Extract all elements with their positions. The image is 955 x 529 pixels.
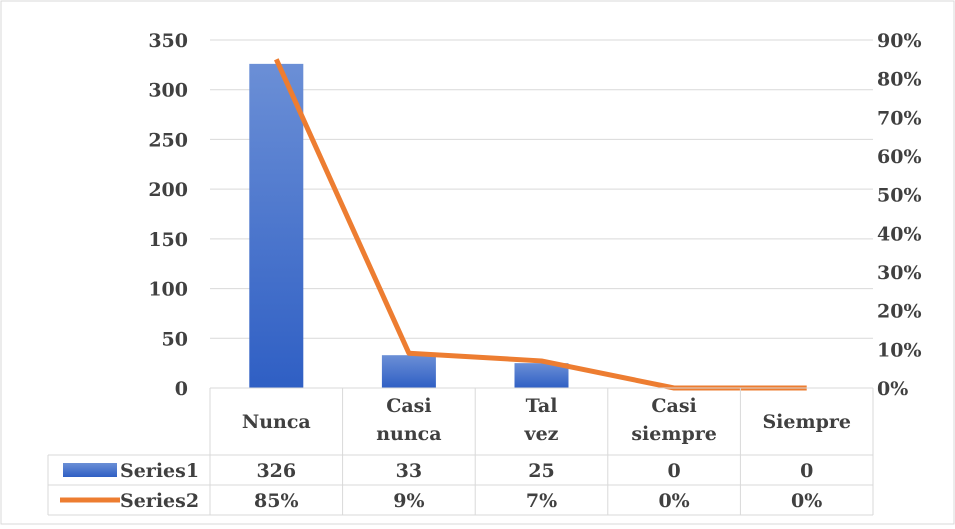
data-label-series2: 9% — [393, 490, 424, 512]
data-label-series2: 0% — [658, 490, 689, 512]
y-left-tick-label: 0 — [175, 378, 188, 400]
category-label: Casi — [651, 395, 696, 417]
category-label: Casi — [386, 395, 431, 417]
legend-label-series2: Series2 — [120, 490, 199, 512]
category-label: vez — [524, 423, 559, 445]
y-left-tick-label: 150 — [148, 229, 188, 251]
y-right-tick-label: 60% — [877, 146, 922, 168]
legend-label-series1: Series1 — [120, 460, 199, 482]
y-right-tick-label: 10% — [877, 339, 922, 361]
category-label: Siempre — [762, 411, 851, 433]
bar-series1 — [382, 355, 436, 388]
y-right-tick-label: 50% — [877, 185, 922, 207]
y-right-tick-label: 30% — [877, 262, 922, 284]
data-label-series1: 33 — [396, 460, 422, 482]
y-right-tick-label: 70% — [877, 107, 922, 129]
data-label-series2: 0% — [791, 490, 822, 512]
y-right-tick-label: 20% — [877, 301, 922, 323]
y-left-tick-label: 300 — [148, 80, 188, 102]
y-right-tick-label: 80% — [877, 69, 922, 91]
data-label-series1: 25 — [528, 460, 554, 482]
data-label-series2: 85% — [254, 490, 299, 512]
legend-key-series1 — [63, 463, 117, 477]
data-label-series2: 7% — [526, 490, 557, 512]
data-label-series1: 0 — [800, 460, 813, 482]
y-right-tick-label: 0% — [877, 378, 908, 400]
y-right-tick-label: 90% — [877, 30, 922, 52]
y-left-tick-label: 250 — [148, 129, 188, 151]
category-label: nunca — [376, 423, 441, 445]
data-label-series1: 0 — [667, 460, 680, 482]
y-left-tick-label: 350 — [148, 30, 188, 52]
category-label: Nunca — [242, 411, 311, 433]
y-left-tick-label: 100 — [148, 279, 188, 301]
bar-series1 — [249, 64, 303, 388]
y-left-tick-label: 50 — [162, 328, 188, 350]
y-left-tick-label: 200 — [148, 179, 188, 201]
category-label: siempre — [631, 423, 717, 445]
y-right-tick-label: 40% — [877, 223, 922, 245]
data-label-series1: 326 — [256, 460, 296, 482]
category-label: Tal — [526, 395, 558, 417]
